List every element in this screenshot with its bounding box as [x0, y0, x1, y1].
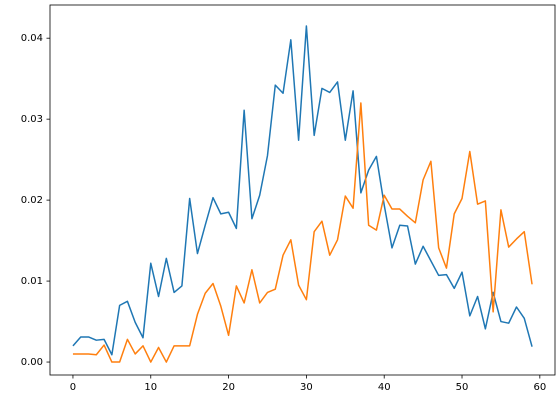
y-tick-label: 0.00: [21, 357, 43, 368]
line-series: [72, 102, 533, 363]
x-tick-label: 10: [144, 382, 157, 393]
y-tick-label: 0.03: [21, 114, 43, 125]
line-series: [72, 25, 533, 356]
x-tick-label: 40: [378, 382, 391, 393]
y-tick-label: 0.01: [21, 276, 43, 287]
plot-frame: [49, 4, 556, 376]
x-tick-label: 30: [300, 382, 313, 393]
x-tick-label: 60: [533, 382, 546, 393]
x-tick-label: 0: [70, 382, 76, 393]
y-tick-label: 0.02: [21, 195, 43, 206]
x-tick-label: 20: [222, 382, 235, 393]
y-tick-label: 0.04: [21, 33, 43, 44]
x-tick-label: 50: [456, 382, 469, 393]
